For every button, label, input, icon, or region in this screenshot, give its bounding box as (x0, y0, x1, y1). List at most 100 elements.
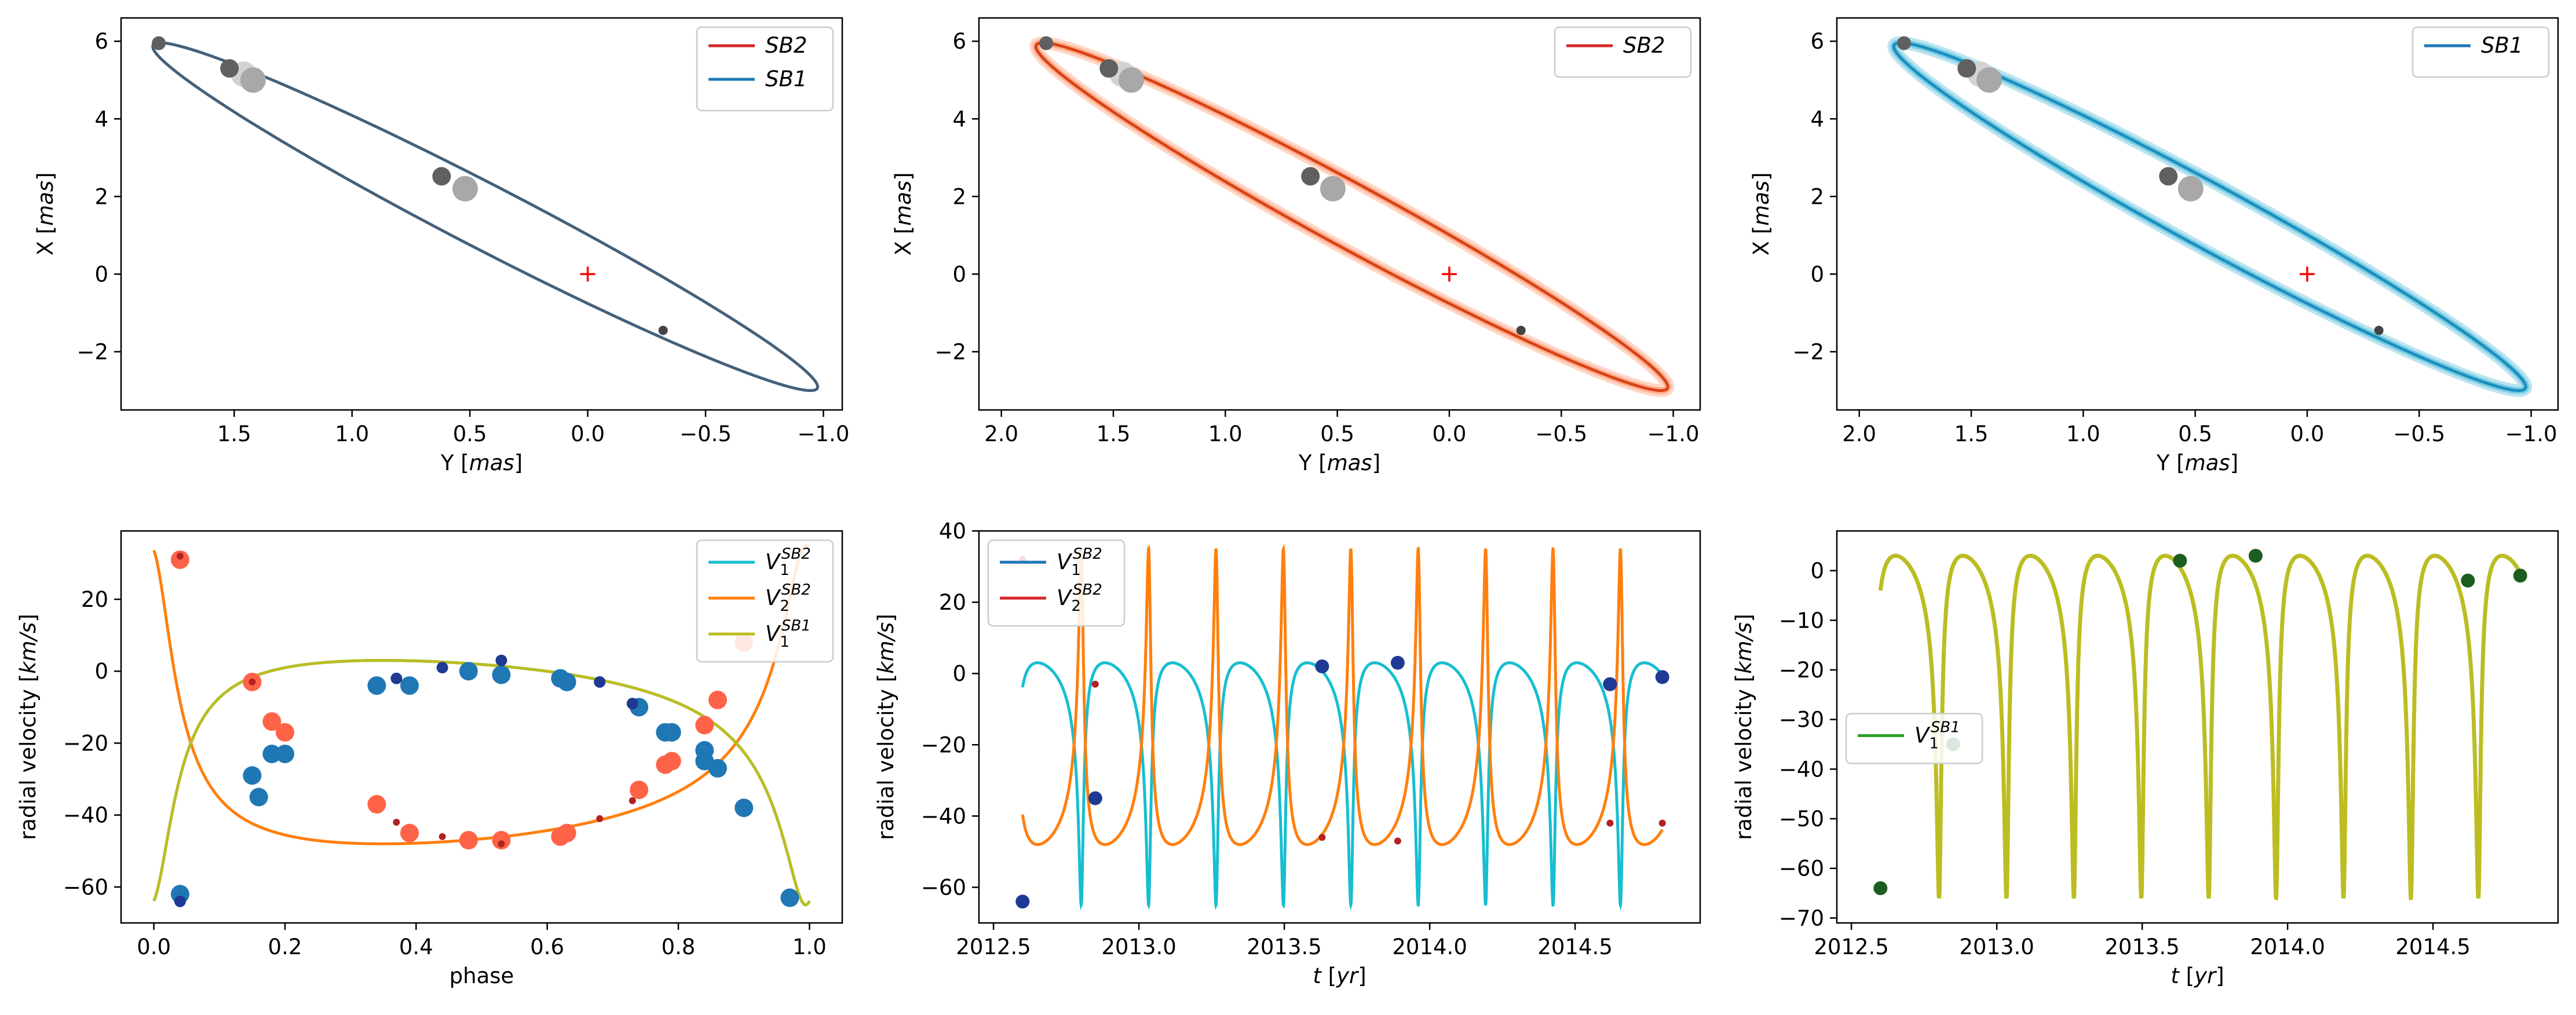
x-tick-label: −0.5 (679, 422, 732, 446)
rv-point-v1 (662, 723, 681, 742)
rv-point-v1 (275, 745, 294, 764)
legend-label: SB1 (765, 67, 807, 91)
y-tick-label: −10 (1779, 608, 1824, 633)
x-tick-label: 2014.0 (2250, 935, 2325, 959)
rv-point-v1 (243, 766, 262, 785)
rv-point-v1 (735, 798, 754, 818)
rv-curve (152, 659, 811, 907)
y-tick-label: −40 (63, 803, 108, 828)
x-axis-label: Y [mas] (2156, 450, 2238, 475)
astrometry-point (1118, 67, 1144, 93)
rv-point-v2 (492, 831, 511, 850)
y-axis-label: radial velocity [km/s] (16, 614, 41, 840)
rv-point-v2-small (393, 819, 400, 826)
rv-point-v2 (459, 831, 478, 850)
astrometry-point (2177, 175, 2204, 201)
y-tick-label: −2 (76, 339, 108, 364)
rv-point-v1 (1390, 655, 1405, 670)
rv-point-v1 (492, 665, 511, 684)
astrometry-point (1039, 36, 1053, 50)
y-tick-label: 2 (1810, 184, 1824, 209)
rv-point-v1 (780, 888, 799, 907)
rv-point-v2 (630, 781, 649, 800)
legend-label: SB1 (2481, 33, 2523, 58)
y-tick-label: −30 (1779, 708, 1824, 732)
rv-point-v1-small (594, 676, 606, 688)
y-tick-label: 20 (81, 587, 108, 612)
x-tick-label: 2012.5 (956, 935, 1031, 959)
x-tick-label: 1.0 (1208, 422, 1243, 446)
rv-point-v2-small (249, 678, 256, 686)
y-tick-label: −2 (1792, 339, 1824, 364)
rv-point-v1 (1655, 670, 1669, 684)
rv-curve (1878, 554, 2522, 901)
x-tick-label: −1.0 (798, 422, 850, 446)
legend-label: V2SB2 (765, 581, 811, 615)
plot-area (1029, 36, 1675, 397)
y-tick-label: 40 (939, 519, 966, 544)
y-tick-label: 4 (952, 107, 966, 131)
legend-label: SB2 (765, 33, 807, 58)
x-tick-label: 0.0 (1433, 422, 1467, 446)
astrometry-point (152, 36, 166, 50)
center-cross-icon (580, 266, 595, 282)
rv-point-v1 (459, 662, 478, 681)
rv-point-v1 (708, 758, 727, 778)
x-tick-label: −1.0 (1647, 422, 1700, 446)
astrometry-point (452, 175, 478, 201)
x-tick-label: 2.0 (1842, 422, 1876, 446)
legend-label: V1SB2 (1057, 545, 1102, 579)
y-tick-label: 0 (94, 659, 108, 684)
legend-frame (696, 26, 834, 112)
y-axis-label: radial velocity [km/s] (1731, 614, 1756, 840)
x-tick-label: −0.5 (2393, 422, 2445, 446)
legend-frame (1845, 713, 1983, 764)
x-tick-label: 2014.5 (1537, 935, 1612, 959)
legend: SB2 (1554, 26, 1692, 78)
astrometry-point (1320, 175, 1346, 201)
rv-point-v2 (1606, 819, 1614, 827)
x-tick-label: 0.5 (2178, 422, 2212, 446)
x-tick-label: 0.5 (1320, 422, 1354, 446)
rv-point-v1-small (626, 698, 638, 710)
y-axis-label: X [mas] (1749, 173, 1774, 256)
rv-point-v1-small (390, 672, 403, 684)
rv-point-v1 (2513, 569, 2527, 583)
y-tick-label: 0 (94, 262, 108, 287)
legend-label: V2SB2 (1057, 581, 1102, 615)
y-tick-label: −2 (934, 339, 966, 364)
rv-point-v2 (275, 723, 294, 742)
rv-point-v2 (662, 752, 681, 771)
plot-area (152, 544, 811, 907)
y-tick-label: −70 (1779, 906, 1824, 930)
x-tick-label: 2014.5 (2395, 935, 2470, 959)
rv-point-v1 (367, 676, 386, 695)
rv-point-v1 (2461, 573, 2475, 588)
rv-point-v2 (262, 712, 282, 731)
x-tick-label: −1.0 (2505, 422, 2557, 446)
rv-point-v2-small (176, 552, 184, 560)
astrometry-point (658, 325, 668, 335)
legend-frame (1554, 26, 1692, 78)
legend-label: V1SB1 (1914, 719, 1960, 753)
y-tick-label: −40 (1779, 757, 1824, 782)
rv-point-v2 (170, 550, 189, 569)
x-tick-label: 1.0 (792, 935, 827, 959)
y-tick-label: 4 (94, 107, 108, 131)
orbit-line (1892, 41, 2527, 392)
panel-top-left: 1.5 1.0 0.5 0.0 −0.5 −1.0 −2 0 2 4 6 Y [mas] X [mas]… (33, 17, 850, 475)
x-tick-label: 2013.5 (1247, 935, 1321, 959)
x-tick-label: 0.2 (268, 935, 302, 959)
x-tick-label: −0.5 (1535, 422, 1587, 446)
x-tick-label: 0.0 (571, 422, 605, 446)
y-tick-label: −60 (1779, 856, 1824, 881)
y-tick-label: 20 (939, 590, 966, 615)
axes-frame (1836, 530, 2559, 924)
rv-point-v1 (2248, 548, 2263, 563)
legend-frame (696, 539, 834, 663)
astrometry-point (1976, 67, 2002, 93)
astrometry-point (432, 167, 451, 186)
